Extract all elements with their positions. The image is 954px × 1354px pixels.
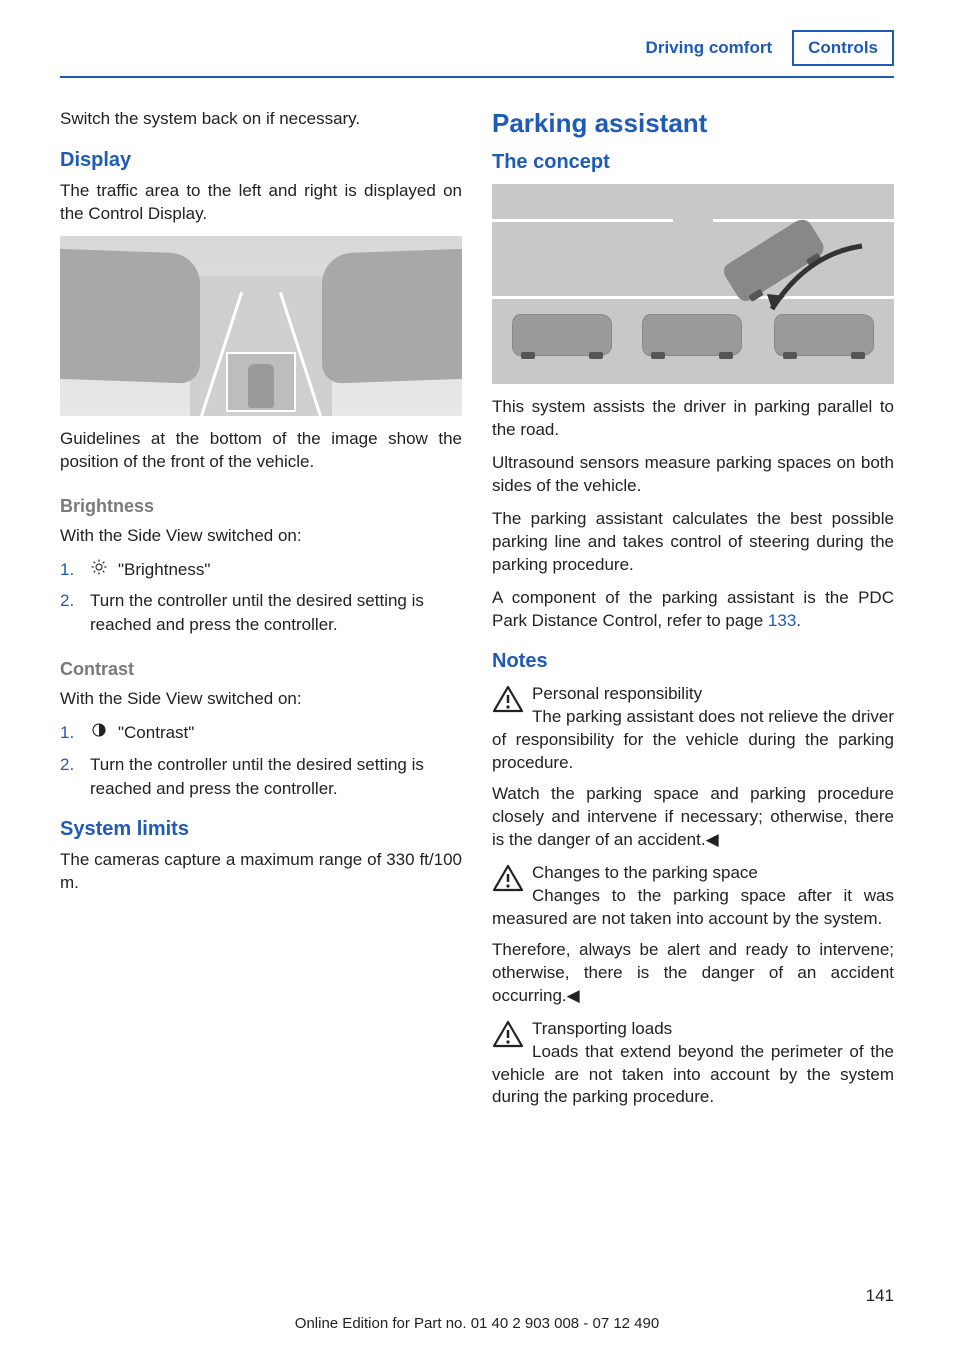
- note-body-2: Therefore, always be alert and ready to …: [492, 939, 894, 1008]
- note-body: Changes to the parking space after it wa…: [492, 885, 894, 931]
- parked-car-2: [642, 314, 742, 356]
- concept-p2: Ultrasound sensors measure parking space…: [492, 452, 894, 498]
- concept-p4: A component of the parking assistant is …: [492, 587, 894, 633]
- right-column: Parking assistant The concept This syste…: [492, 108, 894, 1109]
- step-number: 1.: [60, 721, 80, 745]
- left-intro: Switch the system back on if necessary.: [60, 108, 462, 131]
- parked-car-1: [512, 314, 612, 356]
- header-section-label: Driving comfort: [646, 38, 773, 58]
- limits-text: The cameras capture a maximum range of 3…: [60, 849, 462, 895]
- concept-p1: This system assists the driver in parkin…: [492, 396, 894, 442]
- parking-assistant-title: Parking assistant: [492, 108, 894, 139]
- note-title: Transporting loads: [492, 1018, 894, 1041]
- contrast-icon: [90, 721, 108, 739]
- parking-figure: [492, 184, 894, 384]
- concept-p4-post: .: [796, 611, 801, 630]
- step-number: 1.: [60, 558, 80, 582]
- note-body-2: Watch the parking space and parking proc…: [492, 783, 894, 852]
- contrast-intro: With the Side View switched on:: [60, 688, 462, 711]
- lane-marking-top: [492, 219, 894, 222]
- step-text: Turn the controller until the desired se…: [90, 589, 462, 637]
- list-item: 2. Turn the controller until the desired…: [60, 589, 462, 637]
- list-item: 1. "Contrast": [60, 721, 462, 745]
- sun-icon: [90, 558, 108, 576]
- note-title: Personal responsibility: [492, 683, 894, 706]
- display-text: The traffic area to the left and right i…: [60, 180, 462, 226]
- footer-edition: Online Edition for Part no. 01 40 2 903 …: [0, 1315, 954, 1332]
- warning-icon: [492, 864, 524, 892]
- brightness-intro: With the Side View switched on:: [60, 525, 462, 548]
- list-item: 2. Turn the controller until the desired…: [60, 753, 462, 801]
- warning-icon: [492, 1020, 524, 1048]
- note-block-2: Changes to the parking space Changes to …: [492, 862, 894, 1008]
- figure-inset-car: [248, 364, 274, 408]
- list-item: 1. "Brightness": [60, 558, 462, 582]
- step-text: Turn the controller until the desired se…: [90, 753, 462, 801]
- step-text: "Contrast": [118, 721, 194, 745]
- note-block-1: Personal responsibility The parking assi…: [492, 683, 894, 852]
- limits-heading: System limits: [60, 818, 462, 841]
- note-block-3: Transporting loads Loads that extend bey…: [492, 1018, 894, 1110]
- figure-car-right: [322, 248, 462, 384]
- note-body: The parking assistant does not relieve t…: [492, 706, 894, 775]
- display-heading: Display: [60, 149, 462, 172]
- contrast-heading: Contrast: [60, 659, 462, 680]
- parking-path-arrow: [747, 234, 887, 344]
- contrast-steps: 1. "Contrast" 2. Turn the controller unt…: [60, 721, 462, 800]
- figure-inset: [226, 352, 296, 412]
- notes-heading: Notes: [492, 650, 894, 673]
- header-section-box: Controls: [792, 30, 894, 66]
- note-title: Changes to the parking space: [492, 862, 894, 885]
- note-body: Loads that extend beyond the perimeter o…: [492, 1041, 894, 1110]
- step-text: "Brightness": [118, 558, 210, 582]
- concept-heading: The concept: [492, 151, 894, 174]
- brightness-steps: 1. "Brightness" 2. Turn the controller u…: [60, 558, 462, 637]
- warning-icon: [492, 685, 524, 713]
- brightness-heading: Brightness: [60, 496, 462, 517]
- page-number: 141: [866, 1286, 894, 1306]
- content-columns: Switch the system back on if necessary. …: [0, 78, 954, 1109]
- figure-caption: Guidelines at the bottom of the image sh…: [60, 428, 462, 474]
- concept-p3: The parking assistant calculates the bes…: [492, 508, 894, 577]
- figure-car-left: [60, 248, 200, 384]
- page-header: Driving comfort Controls: [0, 0, 954, 76]
- left-column: Switch the system back on if necessary. …: [60, 108, 462, 1109]
- page-link-133[interactable]: 133: [768, 611, 796, 630]
- concept-p4-pre: A component of the parking assistant is …: [492, 588, 894, 630]
- step-number: 2.: [60, 753, 80, 801]
- side-view-figure: [60, 236, 462, 416]
- step-number: 2.: [60, 589, 80, 637]
